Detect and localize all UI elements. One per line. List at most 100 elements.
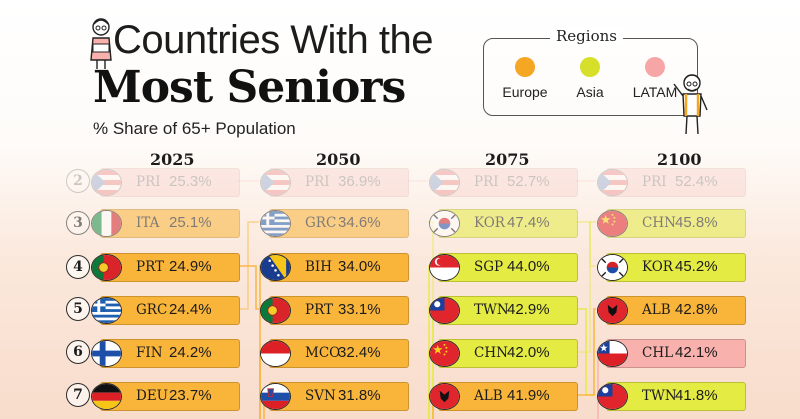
bar-2050-prt: PRT 33.1%: [260, 296, 409, 325]
value-label: 24.4%: [169, 301, 212, 318]
flag-grc-icon: [260, 210, 291, 237]
flag-prt-icon: [260, 297, 291, 324]
bar-2025-prt: PRT 24.9%: [91, 253, 240, 282]
connector-chn: [428, 351, 430, 419]
rank-badge: 3: [66, 211, 90, 235]
legend-label-latam: LATAM: [632, 84, 678, 100]
country-code: CHN: [642, 215, 676, 231]
flag-fin-icon: [91, 340, 122, 367]
bar-2100-twn: TWN 41.8%: [597, 382, 746, 411]
year-header-2025: 2025: [150, 150, 195, 169]
rank-badge: 5: [66, 297, 90, 321]
legend-swatch-latam: [645, 57, 665, 77]
flag-deu-icon: [91, 383, 122, 410]
title-line-1: Countries With the: [113, 18, 434, 62]
bar-2100-alb: ALB 42.8%: [597, 296, 746, 325]
flag-pri-icon: [91, 169, 122, 196]
flag-svn-icon: [260, 383, 291, 410]
country-code: PRT: [136, 259, 165, 275]
country-code: PRI: [305, 174, 330, 190]
value-label: 42.8%: [675, 301, 718, 318]
rank-badge: 4: [66, 255, 90, 279]
connector-prt: [238, 265, 259, 310]
bar-2025-pri: PRI 25.3%: [91, 168, 240, 197]
country-code: KOR: [474, 215, 505, 231]
value-label: 33.1%: [338, 301, 381, 318]
bar-2075-chn: CHN 42.0%: [429, 339, 578, 368]
value-label: 32.4%: [338, 344, 381, 361]
country-code: TWN: [474, 302, 509, 318]
flag-alb-icon: [429, 383, 460, 410]
year-header-2100: 2100: [657, 150, 702, 169]
value-label: 31.8%: [338, 387, 381, 404]
country-code: GRC: [305, 215, 337, 231]
flag-bih-icon: [260, 254, 291, 281]
flag-twn-icon: [597, 383, 628, 410]
flag-mco-icon: [260, 340, 291, 367]
bar-2075-sgp: SGP 44.0%: [429, 253, 578, 282]
value-label: 47.4%: [507, 214, 550, 231]
legend: Regions Europe Asia LATAM: [483, 27, 698, 116]
year-header-2075: 2075: [485, 150, 530, 169]
country-code: ALB: [474, 388, 503, 404]
value-label: 44.0%: [507, 258, 550, 275]
bar-2025-ita: ITA 25.1%: [91, 209, 240, 238]
connector-kor: [576, 221, 596, 267]
country-code: SGP: [474, 259, 504, 275]
flag-chl-icon: [597, 340, 628, 367]
title-line-2: Most Seniors: [93, 62, 406, 113]
value-label: 36.9%: [338, 173, 381, 190]
connector-grc: [238, 221, 259, 310]
senior-woman-icon: [90, 18, 112, 69]
bar-2050-pri: PRI 36.9%: [260, 168, 409, 197]
country-code: DEU: [136, 388, 169, 404]
flag-chn-icon: [429, 340, 460, 367]
legend-swatch-asia: [580, 57, 600, 77]
bar-2075-kor: KOR 47.4%: [429, 209, 578, 238]
flag-pri-icon: [597, 169, 628, 196]
bar-2100-kor: KOR 45.2%: [597, 253, 746, 282]
country-code: SVN: [305, 388, 336, 404]
bar-2050-mco: MCO 32.4%: [260, 339, 409, 368]
bar-2100-pri: PRI 52.4%: [597, 168, 746, 197]
value-label: 25.3%: [169, 173, 212, 190]
value-label: 45.8%: [675, 214, 718, 231]
flag-pri-icon: [429, 169, 460, 196]
value-label: 42.9%: [507, 301, 550, 318]
flag-prt-icon: [91, 254, 122, 281]
country-code: ALB: [642, 302, 671, 318]
flag-ita-icon: [91, 210, 122, 237]
bar-2025-fin: FIN 24.2%: [91, 339, 240, 368]
value-label: 52.7%: [507, 173, 550, 190]
value-label: 42.0%: [507, 344, 550, 361]
legend-item-latam: LATAM: [620, 57, 690, 100]
bar-2050-grc: GRC 34.6%: [260, 209, 409, 238]
connector-chl: [596, 351, 599, 419]
value-label: 52.4%: [675, 173, 718, 190]
legend-label-asia: Asia: [576, 84, 604, 100]
country-code: PRT: [305, 302, 334, 318]
value-label: 42.1%: [675, 344, 718, 361]
value-label: 25.1%: [169, 214, 212, 231]
rank-badge: 6: [66, 340, 90, 364]
flag-alb-icon: [597, 297, 628, 324]
country-code: FIN: [136, 345, 163, 361]
value-label: 45.2%: [675, 258, 718, 275]
flag-kor-icon: [429, 210, 460, 237]
bar-2050-bih: BIH 34.0%: [260, 253, 409, 282]
bar-2075-pri: PRI 52.7%: [429, 168, 578, 197]
bar-2025-deu: DEU 23.7%: [91, 382, 240, 411]
subtitle: % Share of 65+ Population: [93, 119, 296, 138]
senior-man-icon: [673, 74, 708, 135]
bar-2075-twn: TWN 42.9%: [429, 296, 578, 325]
value-label: 23.7%: [169, 387, 212, 404]
flag-sgp-icon: [429, 254, 460, 281]
legend-item-asia: Asia: [555, 57, 625, 100]
value-label: 41.8%: [675, 387, 718, 404]
country-code: CHL: [642, 345, 674, 361]
country-code: PRI: [474, 174, 499, 190]
bar-2025-grc: GRC 24.4%: [91, 296, 240, 325]
flag-grc-icon: [91, 297, 122, 324]
value-label: 41.9%: [507, 387, 550, 404]
